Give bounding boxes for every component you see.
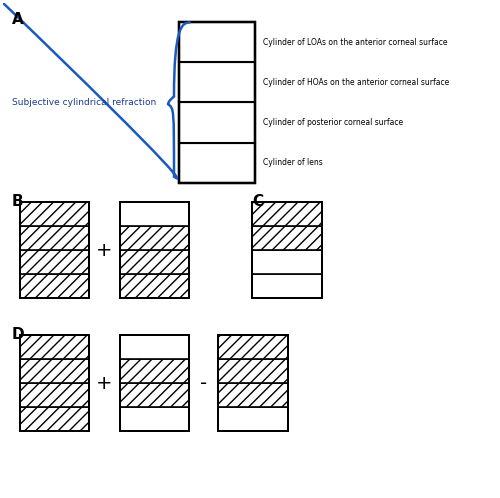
Bar: [120, 335, 189, 431]
Bar: [20, 335, 89, 359]
Bar: [20, 202, 89, 226]
Text: +: +: [96, 374, 112, 393]
Bar: [252, 202, 322, 226]
Bar: [218, 335, 288, 431]
Text: A: A: [12, 11, 24, 26]
Bar: [20, 359, 89, 383]
Bar: [120, 202, 189, 298]
Bar: [179, 103, 254, 142]
Bar: [179, 22, 254, 183]
Bar: [179, 142, 254, 183]
Text: Cylinder of lens: Cylinder of lens: [264, 158, 323, 167]
Bar: [252, 226, 322, 250]
Bar: [20, 335, 89, 431]
Bar: [20, 226, 89, 250]
Bar: [20, 202, 89, 298]
Bar: [218, 335, 288, 359]
Text: Cylinder of HOAs on the anterior corneal surface: Cylinder of HOAs on the anterior corneal…: [264, 78, 450, 87]
Bar: [218, 359, 288, 383]
Bar: [120, 202, 189, 226]
Bar: [252, 274, 322, 298]
Text: +: +: [96, 241, 112, 260]
Bar: [120, 359, 189, 383]
Text: Subjective cylindrical refraction: Subjective cylindrical refraction: [12, 98, 156, 107]
Bar: [20, 274, 89, 298]
Text: C: C: [252, 194, 264, 209]
Bar: [20, 383, 89, 407]
Text: Cylinder of posterior corneal surface: Cylinder of posterior corneal surface: [264, 118, 404, 127]
Bar: [20, 250, 89, 274]
Bar: [252, 250, 322, 274]
Bar: [120, 407, 189, 431]
Bar: [179, 22, 254, 62]
Bar: [120, 274, 189, 298]
Bar: [179, 62, 254, 103]
Bar: [120, 335, 189, 359]
Text: D: D: [12, 327, 24, 342]
Text: Cylinder of LOAs on the anterior corneal surface: Cylinder of LOAs on the anterior corneal…: [264, 38, 448, 47]
Bar: [218, 407, 288, 431]
Bar: [252, 202, 322, 298]
Bar: [120, 226, 189, 250]
Bar: [218, 383, 288, 407]
Bar: [20, 407, 89, 431]
Text: -: -: [200, 374, 207, 393]
Bar: [120, 383, 189, 407]
Text: B: B: [12, 194, 23, 209]
Bar: [120, 250, 189, 274]
